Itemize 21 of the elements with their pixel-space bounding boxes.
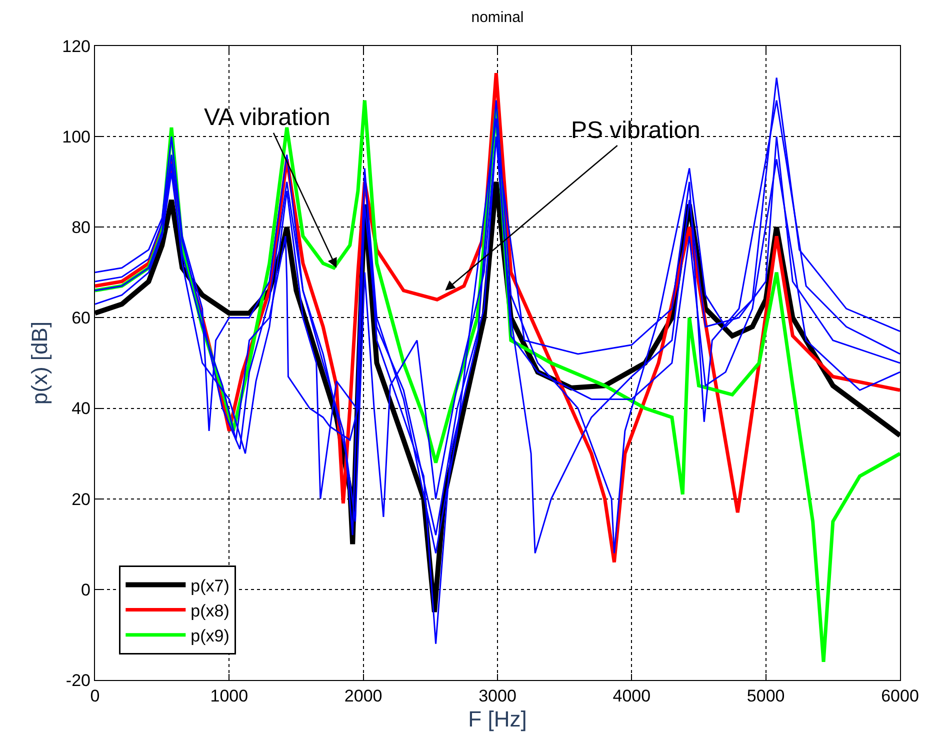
y-axis-title: p(x) [dB] xyxy=(26,321,52,405)
x-tick-label: 5000 xyxy=(746,686,785,706)
x-tick-label: 1000 xyxy=(210,686,248,706)
y-tick-label: 0 xyxy=(81,580,90,600)
x-tick-label: 6000 xyxy=(881,686,919,706)
y-tick-label: -20 xyxy=(66,670,90,690)
x-tick-label: 4000 xyxy=(612,686,651,706)
x-tick-label: 3000 xyxy=(478,686,516,706)
legend-label: p(x8) xyxy=(190,601,230,620)
annotation: VA vibration xyxy=(204,104,330,131)
y-tick-label: 60 xyxy=(72,308,90,328)
y-tick-label: 40 xyxy=(72,399,90,418)
y-tick-label: 80 xyxy=(72,218,90,238)
y-tick-label: 120 xyxy=(62,36,90,56)
x-tick-label: 2000 xyxy=(344,686,382,706)
legend-label: p(x7) xyxy=(190,576,230,596)
legend-label: p(x9) xyxy=(190,626,230,646)
x-axis-title: F [Hz] xyxy=(468,706,527,732)
chart-title: nominal xyxy=(471,8,524,26)
y-tick-label: 20 xyxy=(72,490,90,509)
y-tick-label: 100 xyxy=(62,128,90,147)
